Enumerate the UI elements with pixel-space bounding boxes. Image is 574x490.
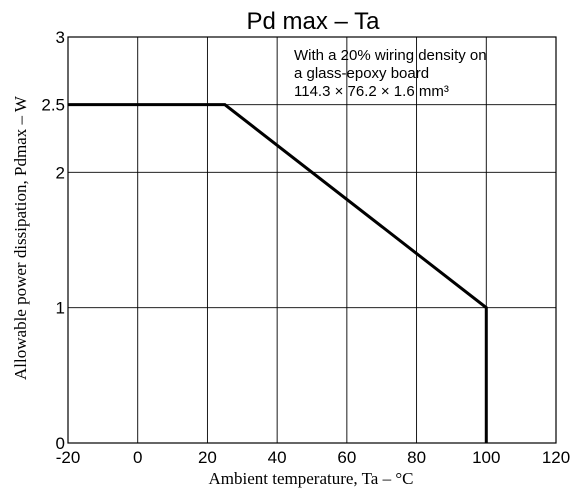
y-tick-labels: 0 1 2 2.5 3 (41, 28, 65, 453)
x-tick-label-0: -20 (56, 448, 81, 467)
x-tick-label-1: 0 (133, 448, 142, 467)
y-tick-label-3: 2.5 (41, 96, 65, 115)
x-tick-labels: -20 0 20 40 60 80 100 120 (56, 448, 570, 467)
annotation-line-1: With a 20% wiring density on (294, 47, 487, 64)
chart-title: Pd max – Ta (247, 8, 381, 35)
x-tick-label-5: 80 (407, 448, 426, 467)
y-tick-label-4: 3 (56, 28, 65, 47)
series-group (68, 103, 488, 443)
series-line-0 (68, 103, 488, 443)
y-tick-label-2: 2 (56, 163, 65, 182)
x-tick-label-3: 40 (268, 448, 287, 467)
x-tick-label-6: 100 (472, 448, 500, 467)
y-tick-label-1: 1 (56, 299, 65, 318)
y-tick-label-0: 0 (56, 434, 65, 453)
annotation-line-2: a glass-epoxy board (294, 65, 429, 82)
annotation-line-3: 114.3 × 76.2 × 1.6 mm³ (294, 83, 449, 100)
x-tick-label-4: 60 (337, 448, 356, 467)
plot-frame (67, 36, 557, 444)
x-axis-label: Ambient temperature, Ta – °C (209, 469, 414, 488)
y-axis-label: Allowable power dissipation, Pdmax – W (11, 95, 30, 380)
x-tick-label-7: 120 (542, 448, 570, 467)
x-tick-label-2: 20 (198, 448, 217, 467)
